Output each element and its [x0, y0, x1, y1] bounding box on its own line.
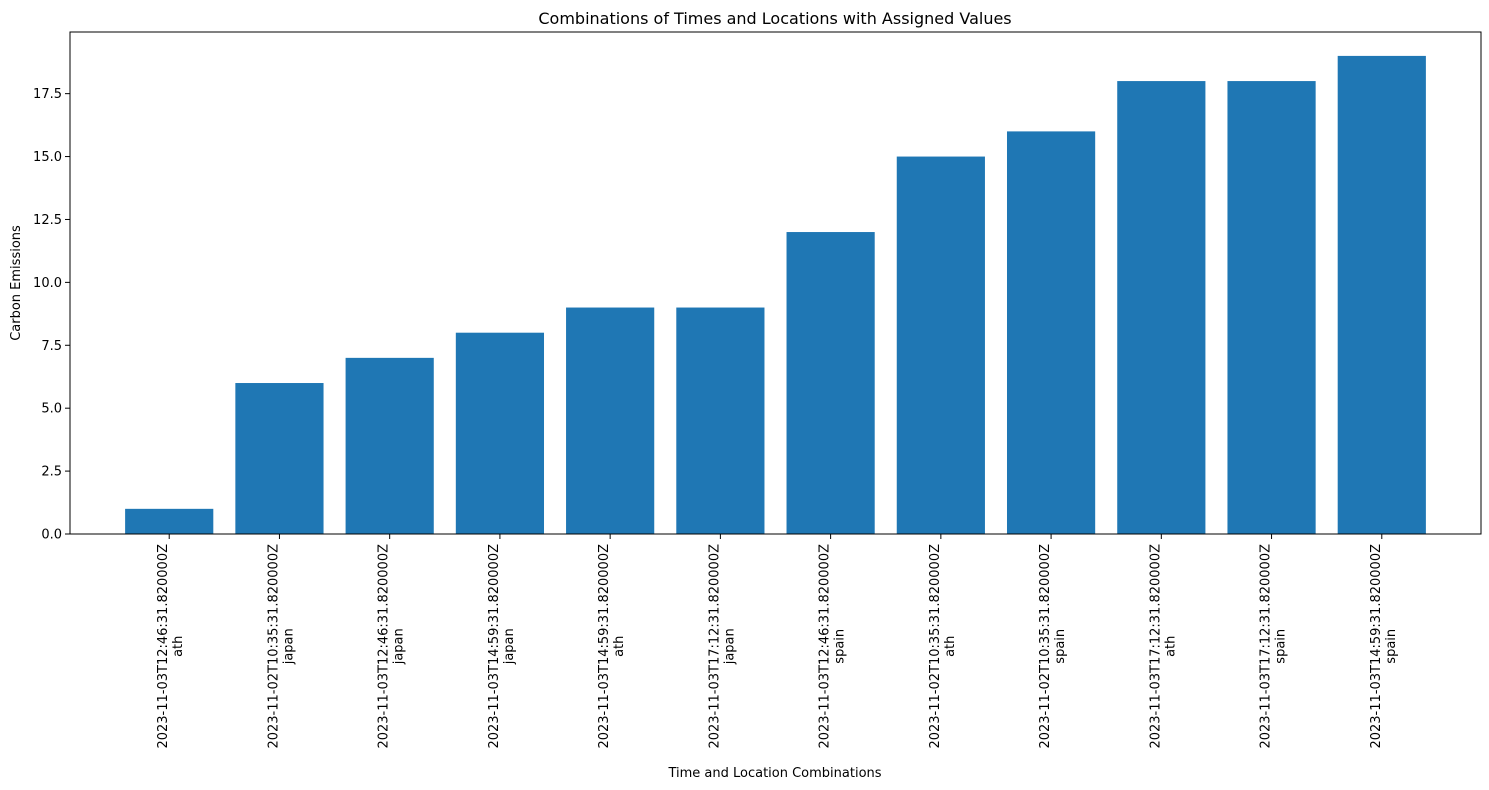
x-tick-label-2: 2023-11-03T12:46:31.820000Z japan	[377, 544, 407, 749]
y-tick-label-6: 15.0	[33, 150, 62, 165]
bar-1	[235, 383, 324, 534]
x-tick-label-9: 2023-11-03T17:12:31.820000Z ath	[1148, 544, 1178, 749]
x-tick-time: 2023-11-03T17:12:31.820000Z	[707, 544, 722, 749]
bar-11	[1337, 55, 1426, 535]
x-tick-time: 2023-11-03T14:59:31.820000Z	[597, 544, 612, 749]
bar-7	[896, 156, 985, 534]
bar-10	[1227, 81, 1316, 534]
x-tick-time: 2023-11-03T12:46:31.820000Z	[156, 544, 171, 749]
x-tick-label-4: 2023-11-03T14:59:31.820000Z ath	[597, 544, 627, 749]
x-tick-location: spain	[1274, 629, 1289, 664]
y-tick-label-7: 17.5	[33, 87, 62, 102]
x-tick-time: 2023-11-02T10:35:31.820000Z	[266, 544, 281, 749]
y-tick-label-2: 5.0	[41, 402, 62, 417]
y-axis-label: Carbon Emissions	[9, 225, 24, 341]
x-tick-location: spain	[1053, 629, 1068, 664]
bar-3	[455, 332, 545, 534]
bar-8	[1006, 131, 1096, 534]
x-tick-label-3: 2023-11-03T14:59:31.820000Z japan	[487, 544, 517, 749]
x-tick-location: japan	[502, 628, 517, 665]
y-tick-label-5: 12.5	[33, 213, 62, 228]
x-tick-label-7: 2023-11-02T10:35:31.820000Z ath	[928, 544, 958, 749]
x-tick-label-5: 2023-11-03T17:12:31.820000Z japan	[707, 544, 737, 749]
bar-4	[566, 307, 655, 534]
x-tick-label-6: 2023-11-03T12:46:31.820000Z spain	[818, 544, 848, 749]
chart-title: Combinations of Times and Locations with…	[538, 9, 1011, 28]
x-tick-location: ath	[612, 636, 627, 657]
x-tick-time: 2023-11-03T17:12:31.820000Z	[1148, 544, 1163, 749]
x-tick-location: spain	[1384, 629, 1399, 664]
bar-5	[676, 307, 765, 534]
bar-2	[345, 357, 434, 534]
bar-6	[786, 232, 875, 535]
bar-9	[1117, 81, 1206, 534]
x-axis-label: Time and Location Combinations	[667, 766, 881, 781]
x-tick-time: 2023-11-03T12:46:31.820000Z	[818, 544, 833, 749]
y-tick-label-3: 7.5	[41, 339, 62, 354]
x-tick-location: japan	[281, 628, 296, 665]
x-tick-label-0: 2023-11-03T12:46:31.820000Z ath	[156, 544, 186, 749]
x-tick-location: japan	[392, 628, 407, 665]
x-tick-time: 2023-11-03T14:59:31.820000Z	[487, 544, 502, 749]
x-tick-time: 2023-11-02T10:35:31.820000Z	[1038, 544, 1053, 749]
x-tick-location: spain	[833, 629, 848, 664]
x-tick-label-10: 2023-11-03T17:12:31.820000Z spain	[1259, 544, 1289, 749]
x-tick-time: 2023-11-03T17:12:31.820000Z	[1259, 544, 1274, 749]
x-tick-location: ath	[171, 636, 186, 657]
x-tick-time: 2023-11-03T14:59:31.820000Z	[1369, 544, 1384, 749]
y-tick-label-4: 10.0	[33, 276, 62, 291]
x-tick-location: ath	[1163, 636, 1178, 657]
y-tick-label-1: 2.5	[41, 465, 62, 480]
x-tick-label-8: 2023-11-02T10:35:31.820000Z spain	[1038, 544, 1068, 749]
x-tick-label-1: 2023-11-02T10:35:31.820000Z japan	[266, 544, 296, 749]
y-tick-label-0: 0.0	[41, 528, 62, 543]
x-tick-label-11: 2023-11-03T14:59:31.820000Z spain	[1369, 544, 1399, 749]
x-tick-location: japan	[722, 628, 737, 665]
plot-frame	[69, 31, 1482, 535]
bar-0	[125, 508, 214, 534]
x-tick-time: 2023-11-02T10:35:31.820000Z	[928, 544, 943, 749]
x-tick-location: ath	[943, 636, 958, 657]
x-tick-time: 2023-11-03T12:46:31.820000Z	[377, 544, 392, 749]
